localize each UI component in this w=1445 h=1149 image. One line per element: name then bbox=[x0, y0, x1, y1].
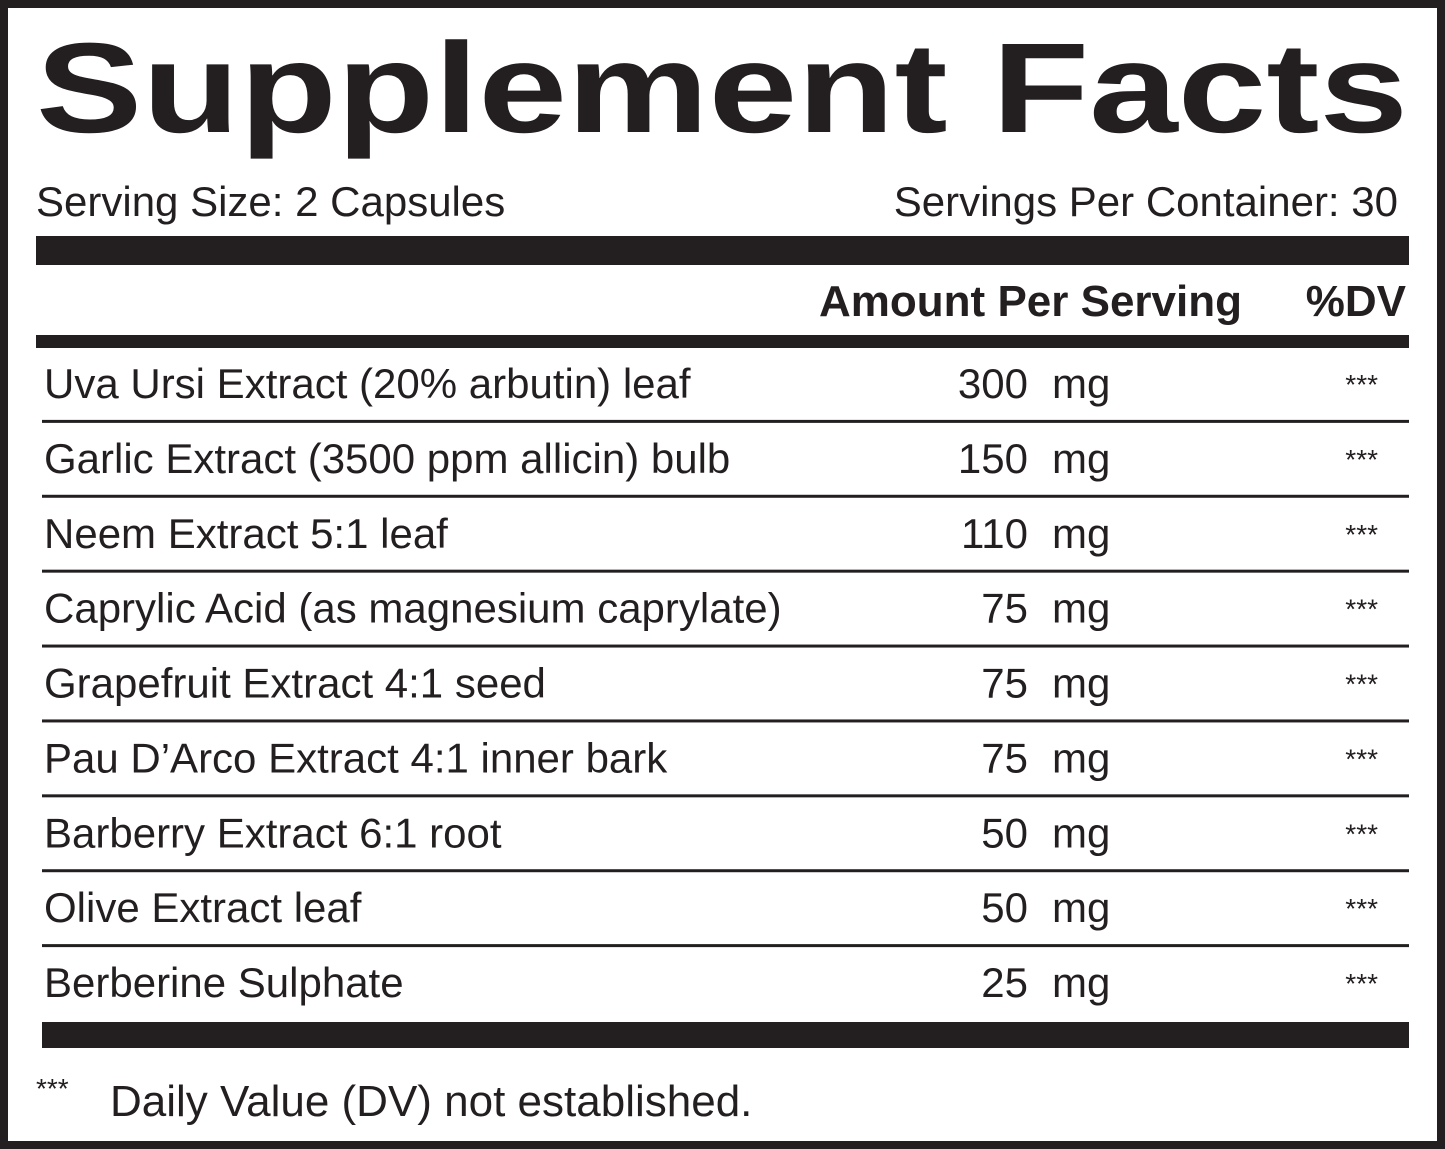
ingredient-unit: mg bbox=[1052, 809, 1110, 856]
row-divider bbox=[42, 419, 1409, 423]
ingredient-amount: 75 bbox=[981, 660, 1028, 707]
ingredient-dv: *** bbox=[1345, 893, 1378, 924]
ingredient-name: Uva Ursi Extract (20% arbutin) leaf bbox=[44, 360, 691, 407]
row-divider bbox=[42, 569, 1409, 573]
ingredient-amount: 150 bbox=[958, 435, 1028, 482]
ingredient-dv: *** bbox=[1345, 818, 1378, 849]
ingredient-dv: *** bbox=[1345, 669, 1378, 700]
ingredient-unit: mg bbox=[1052, 660, 1110, 707]
ingredient-dv: *** bbox=[1345, 444, 1378, 475]
ingredient-unit: mg bbox=[1052, 510, 1110, 557]
ingredient-amount: 25 bbox=[981, 959, 1028, 1006]
ingredient-name: Pau D’Arco Extract 4:1 inner bark bbox=[44, 734, 668, 781]
ingredient-name: Olive Extract leaf bbox=[44, 884, 362, 931]
ingredient-amount: 75 bbox=[981, 734, 1028, 781]
row-divider bbox=[42, 794, 1409, 798]
ingredient-rows: Uva Ursi Extract (20% arbutin) leaf 300 mg… bbox=[42, 360, 1409, 1006]
row-divider bbox=[42, 944, 1409, 948]
ingredient-name: Garlic Extract (3500 ppm allicin) bulb bbox=[44, 435, 730, 482]
row-divider bbox=[42, 494, 1409, 498]
medium-rule bbox=[36, 335, 1409, 348]
ingredient-amount: 50 bbox=[981, 884, 1028, 931]
footnote-text: Daily Value (DV) not established. bbox=[110, 1077, 752, 1126]
ingredient-unit: mg bbox=[1052, 435, 1110, 482]
row-divider bbox=[42, 644, 1409, 648]
ingredient-unit: mg bbox=[1052, 585, 1110, 632]
ingredient-amount: 300 bbox=[958, 360, 1028, 407]
ingredient-unit: mg bbox=[1052, 959, 1110, 1006]
ingredient-dv: *** bbox=[1345, 519, 1378, 550]
ingredient-name: Neem Extract 5:1 leaf bbox=[44, 510, 448, 557]
ingredient-amount: 50 bbox=[981, 809, 1028, 856]
ingredient-dv: *** bbox=[1345, 594, 1378, 625]
ingredient-dv: *** bbox=[1345, 968, 1378, 999]
dv-header: %DV bbox=[1306, 277, 1407, 326]
ingredient-amount: 75 bbox=[981, 585, 1028, 632]
title: Supplement Facts bbox=[36, 17, 1408, 160]
ingredient-unit: mg bbox=[1052, 884, 1110, 931]
ingredient-name: Berberine Sulphate bbox=[44, 959, 404, 1006]
ingredient-unit: mg bbox=[1052, 734, 1110, 781]
thick-rule bbox=[42, 1022, 1409, 1048]
footnote-marker: *** bbox=[36, 1073, 69, 1104]
row-divider bbox=[42, 869, 1409, 873]
ingredient-name: Barberry Extract 6:1 root bbox=[44, 809, 502, 856]
ingredient-name: Grapefruit Extract 4:1 seed bbox=[44, 660, 546, 707]
ingredient-amount: 110 bbox=[961, 510, 1028, 557]
amount-header: Amount Per Serving bbox=[819, 277, 1242, 326]
ingredient-dv: *** bbox=[1345, 369, 1378, 400]
serving-size: Serving Size: 2 Capsules bbox=[36, 178, 505, 225]
ingredient-dv: *** bbox=[1345, 743, 1378, 774]
ingredient-unit: mg bbox=[1052, 360, 1110, 407]
ingredient-name: Caprylic Acid (as magnesium caprylate) bbox=[44, 585, 782, 632]
thick-rule bbox=[36, 236, 1409, 265]
row-divider bbox=[42, 719, 1409, 723]
servings-per-container: Servings Per Container: 30 bbox=[894, 178, 1398, 225]
